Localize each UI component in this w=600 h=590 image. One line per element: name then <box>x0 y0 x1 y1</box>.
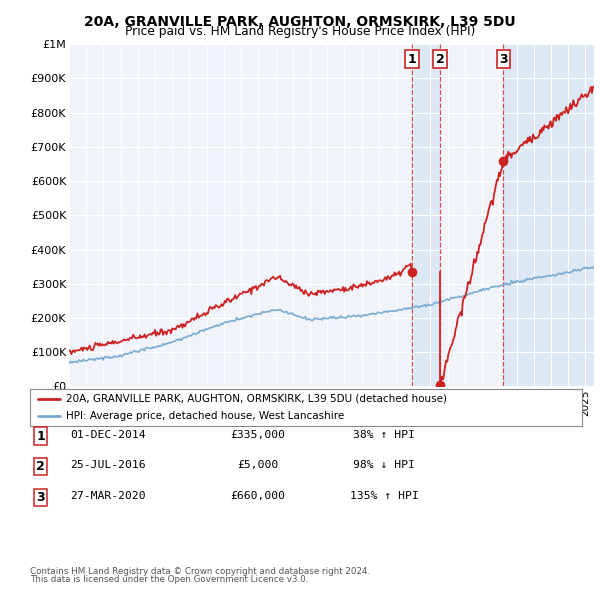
Text: 1: 1 <box>37 430 45 442</box>
Text: 3: 3 <box>499 53 508 66</box>
Text: 135% ↑ HPI: 135% ↑ HPI <box>350 491 418 501</box>
Text: 25-JUL-2016: 25-JUL-2016 <box>70 460 146 470</box>
Text: 98% ↓ HPI: 98% ↓ HPI <box>353 460 415 470</box>
Text: 27-MAR-2020: 27-MAR-2020 <box>70 491 146 501</box>
Text: 2: 2 <box>436 53 445 66</box>
Bar <box>412 44 440 386</box>
Text: 2: 2 <box>37 460 45 473</box>
Text: £660,000: £660,000 <box>230 491 286 501</box>
Text: 20A, GRANVILLE PARK, AUGHTON, ORMSKIRK, L39 5DU: 20A, GRANVILLE PARK, AUGHTON, ORMSKIRK, … <box>84 15 516 29</box>
Text: 38% ↑ HPI: 38% ↑ HPI <box>353 430 415 440</box>
Text: 01-DEC-2014: 01-DEC-2014 <box>70 430 146 440</box>
Text: 20A, GRANVILLE PARK, AUGHTON, ORMSKIRK, L39 5DU (detached house): 20A, GRANVILLE PARK, AUGHTON, ORMSKIRK, … <box>66 394 447 404</box>
Text: HPI: Average price, detached house, West Lancashire: HPI: Average price, detached house, West… <box>66 411 344 421</box>
Bar <box>503 44 594 386</box>
Text: 3: 3 <box>37 491 45 504</box>
Text: £335,000: £335,000 <box>230 430 286 440</box>
Text: £5,000: £5,000 <box>238 460 278 470</box>
Text: Contains HM Land Registry data © Crown copyright and database right 2024.: Contains HM Land Registry data © Crown c… <box>30 567 370 576</box>
Text: This data is licensed under the Open Government Licence v3.0.: This data is licensed under the Open Gov… <box>30 575 308 584</box>
Text: 1: 1 <box>407 53 416 66</box>
Text: Price paid vs. HM Land Registry's House Price Index (HPI): Price paid vs. HM Land Registry's House … <box>125 25 475 38</box>
